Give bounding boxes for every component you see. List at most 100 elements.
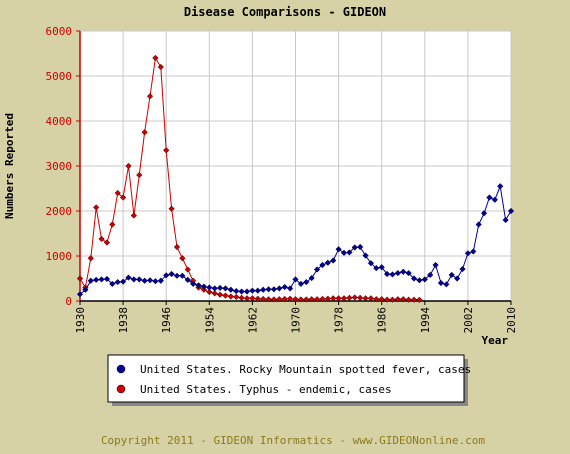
data-point (157, 63, 164, 71)
data-point (141, 277, 148, 284)
data-point (254, 295, 261, 302)
data-point (119, 194, 127, 201)
data-point (233, 293, 240, 301)
data-point (276, 296, 283, 303)
data-point (497, 183, 504, 190)
legend-label-rmsf: United States. Rocky Mountain spotted fe… (140, 363, 471, 376)
data-point (152, 278, 159, 285)
data-point (76, 275, 84, 282)
data-point (297, 280, 304, 288)
data-point (405, 269, 412, 277)
data-point (125, 162, 132, 170)
data-point (346, 249, 353, 256)
x-tick-label: 1946 (160, 307, 173, 334)
data-point (437, 279, 445, 287)
y-tick-label: 3000 (46, 160, 73, 173)
data-point (373, 296, 380, 303)
data-point (410, 296, 418, 303)
data-point (114, 278, 121, 286)
data-point (410, 275, 418, 282)
data-point (351, 244, 358, 251)
data-point (502, 216, 509, 224)
data-point (173, 272, 181, 279)
data-point (130, 212, 137, 219)
data-point (308, 274, 315, 282)
data-point (109, 221, 116, 228)
data-point (216, 284, 224, 292)
legend-marker-rmsf (116, 364, 126, 374)
data-point (179, 255, 186, 262)
data-point (367, 260, 375, 267)
data-point (335, 295, 342, 302)
data-point (486, 194, 493, 201)
data-point (173, 243, 181, 251)
x-tick-label: 1954 (203, 307, 216, 334)
data-point (136, 171, 143, 179)
data-point (367, 295, 375, 302)
data-point (362, 252, 369, 259)
data-point (265, 286, 272, 293)
data-point (378, 264, 385, 271)
data-point (464, 250, 472, 257)
data-point (308, 296, 315, 303)
data-point (227, 286, 234, 293)
data-point (335, 246, 342, 253)
data-point (260, 286, 267, 293)
data-point (125, 274, 132, 281)
data-point (200, 283, 208, 290)
data-point (254, 287, 261, 294)
data-point (190, 280, 197, 288)
x-tick-label: 1994 (419, 307, 432, 334)
data-point (195, 282, 202, 289)
y-tick-label: 4000 (46, 115, 73, 128)
data-point (313, 296, 321, 303)
data-point (184, 266, 191, 273)
data-point (103, 239, 111, 246)
data-point (454, 275, 461, 282)
data-point (119, 278, 127, 285)
data-point (152, 54, 159, 62)
data-point (179, 272, 186, 279)
data-point (93, 276, 100, 283)
data-point (292, 296, 299, 303)
data-point (443, 281, 450, 288)
data-point (98, 276, 105, 283)
data-point (87, 255, 94, 262)
data-point (324, 295, 331, 302)
y-tick-label: 5000 (46, 70, 73, 83)
data-point (141, 129, 148, 136)
data-point (163, 272, 170, 279)
data-point (373, 265, 380, 272)
data-point (146, 93, 154, 100)
data-point (200, 286, 208, 293)
data-point (287, 295, 294, 302)
data-point (340, 295, 348, 302)
legend-marker-typhus (116, 384, 126, 394)
x-tick-label: 1970 (290, 307, 303, 334)
x-axis-label: Year (482, 334, 509, 347)
data-point (93, 204, 100, 211)
data-point (281, 295, 288, 303)
data-point (227, 293, 234, 300)
data-point (357, 243, 364, 251)
data-point (233, 287, 240, 295)
data-point (98, 235, 105, 243)
data-point (103, 275, 111, 283)
data-point (400, 268, 407, 275)
data-point (114, 189, 121, 197)
data-point (287, 285, 294, 292)
data-point (184, 276, 191, 283)
data-point (405, 296, 412, 303)
data-point (130, 276, 137, 283)
y-axis-label: Numbers Reported (3, 113, 16, 219)
x-tick-label: 1962 (246, 307, 259, 334)
x-tick-label: 1978 (333, 307, 346, 334)
data-point (157, 277, 164, 284)
copyright-footer: Copyright 2011 - GIDEON Informatics - ww… (101, 434, 485, 447)
data-point (270, 286, 278, 293)
legend-label-typhus: United States. Typhus - endemic, cases (140, 383, 392, 396)
data-point (383, 270, 391, 278)
data-point (249, 295, 256, 302)
data-point (238, 294, 245, 301)
